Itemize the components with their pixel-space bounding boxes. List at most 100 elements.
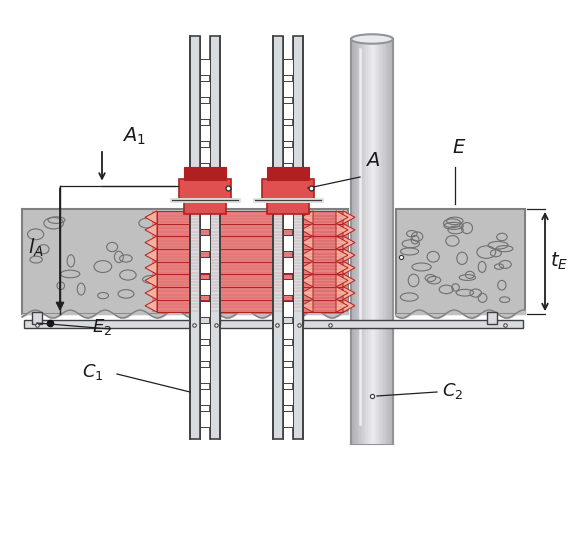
Bar bbox=[313, 224, 343, 237]
Bar bbox=[387, 39, 389, 444]
Polygon shape bbox=[145, 224, 157, 237]
Polygon shape bbox=[336, 211, 348, 224]
Bar bbox=[200, 81, 210, 97]
Bar bbox=[354, 39, 355, 444]
Polygon shape bbox=[301, 274, 313, 287]
Polygon shape bbox=[145, 274, 157, 287]
Bar bbox=[351, 39, 393, 444]
Bar bbox=[200, 301, 210, 317]
Bar bbox=[370, 39, 372, 444]
Polygon shape bbox=[343, 211, 355, 224]
Bar bbox=[351, 39, 352, 444]
Polygon shape bbox=[145, 287, 157, 300]
Bar bbox=[375, 39, 376, 444]
Bar bbox=[283, 235, 293, 251]
Bar bbox=[313, 211, 343, 224]
Bar bbox=[385, 39, 386, 444]
Ellipse shape bbox=[351, 34, 393, 44]
Bar bbox=[184, 197, 226, 214]
Text: $A$: $A$ bbox=[365, 151, 380, 170]
Bar bbox=[200, 323, 210, 339]
Bar bbox=[200, 411, 210, 427]
Bar bbox=[200, 257, 210, 273]
Bar bbox=[313, 236, 343, 249]
Bar bbox=[390, 39, 392, 444]
Polygon shape bbox=[343, 249, 355, 262]
Bar bbox=[210, 36, 220, 439]
Bar bbox=[157, 236, 336, 249]
Bar bbox=[157, 249, 336, 262]
Polygon shape bbox=[301, 224, 313, 237]
Polygon shape bbox=[145, 236, 157, 249]
Text: $C_2$: $C_2$ bbox=[442, 381, 463, 401]
Bar bbox=[157, 261, 336, 274]
Bar bbox=[283, 257, 293, 273]
Bar bbox=[32, 312, 42, 324]
Text: $C_1$: $C_1$ bbox=[82, 362, 103, 382]
Bar bbox=[366, 39, 368, 444]
Bar bbox=[157, 287, 336, 300]
Bar bbox=[283, 147, 293, 163]
Polygon shape bbox=[145, 299, 157, 312]
Bar bbox=[200, 279, 210, 295]
Bar bbox=[180, 211, 190, 312]
Text: $E$: $E$ bbox=[452, 138, 466, 157]
Bar bbox=[487, 312, 497, 324]
Bar bbox=[200, 59, 210, 75]
Bar bbox=[200, 191, 210, 207]
Bar bbox=[200, 367, 210, 383]
Bar bbox=[363, 39, 365, 444]
Bar bbox=[200, 235, 210, 251]
Bar bbox=[200, 389, 210, 405]
Bar bbox=[283, 367, 293, 383]
Bar bbox=[283, 103, 293, 119]
Bar bbox=[373, 39, 375, 444]
Bar bbox=[262, 179, 314, 200]
Bar bbox=[386, 39, 387, 444]
Bar bbox=[313, 261, 343, 274]
Polygon shape bbox=[301, 211, 313, 224]
Bar bbox=[313, 249, 343, 262]
Polygon shape bbox=[301, 287, 313, 300]
Bar bbox=[308, 211, 348, 312]
Bar bbox=[313, 287, 343, 300]
Bar bbox=[358, 39, 359, 444]
Bar bbox=[283, 125, 293, 141]
Bar bbox=[283, 191, 293, 207]
Bar bbox=[200, 103, 210, 119]
Text: $t_E$: $t_E$ bbox=[550, 251, 568, 272]
Bar bbox=[283, 81, 293, 97]
Polygon shape bbox=[336, 236, 348, 249]
Bar bbox=[368, 39, 369, 444]
Bar bbox=[22, 209, 348, 314]
Bar bbox=[190, 312, 220, 324]
Bar bbox=[359, 39, 361, 444]
Polygon shape bbox=[343, 299, 355, 312]
Bar bbox=[157, 224, 336, 237]
Bar bbox=[190, 36, 200, 439]
Bar bbox=[200, 125, 210, 141]
Bar bbox=[352, 39, 354, 444]
Text: $A_1$: $A_1$ bbox=[122, 126, 146, 147]
Bar bbox=[380, 39, 382, 444]
Bar bbox=[392, 39, 393, 444]
Bar bbox=[365, 39, 366, 444]
Polygon shape bbox=[343, 287, 355, 300]
Polygon shape bbox=[336, 299, 348, 312]
Bar bbox=[356, 39, 358, 444]
Bar bbox=[184, 167, 226, 180]
Bar bbox=[283, 323, 293, 339]
Polygon shape bbox=[336, 287, 348, 300]
Bar bbox=[200, 169, 210, 185]
Bar bbox=[376, 39, 377, 444]
Polygon shape bbox=[343, 261, 355, 274]
Bar bbox=[267, 197, 309, 214]
Bar bbox=[24, 320, 523, 328]
Bar bbox=[372, 39, 373, 444]
Bar bbox=[152, 211, 341, 312]
Polygon shape bbox=[343, 224, 355, 237]
Bar bbox=[273, 36, 283, 439]
Bar bbox=[362, 39, 363, 444]
Bar bbox=[273, 312, 303, 324]
Polygon shape bbox=[336, 249, 348, 262]
